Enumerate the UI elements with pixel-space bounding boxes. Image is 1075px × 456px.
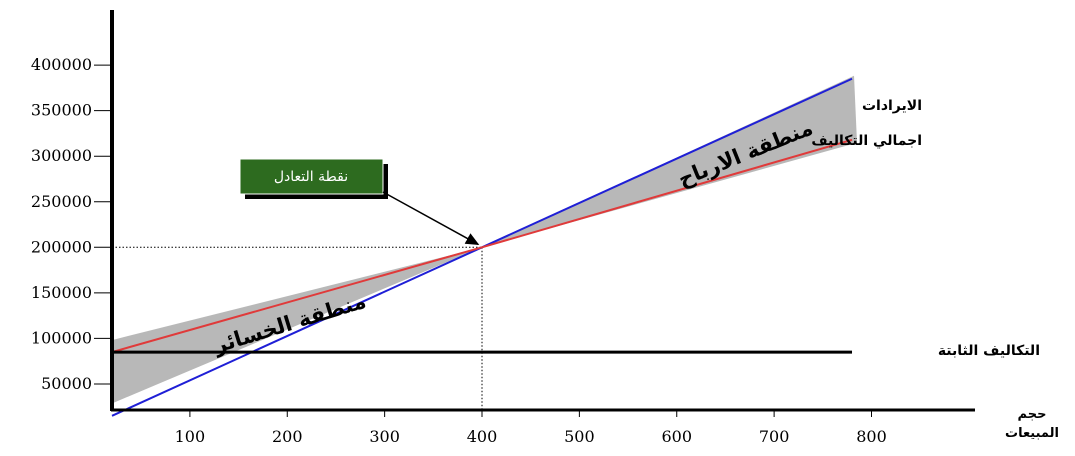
revenue-series-label: الايرادات (862, 98, 922, 114)
x-axis-title: حجم المبيعات (1005, 407, 1059, 441)
x-tick-label: 500 (564, 427, 595, 446)
y-tick-label: 100000 (31, 328, 92, 347)
x-tick-label: 600 (661, 427, 692, 446)
x-axis-title-line-2: المبيعات (1005, 426, 1059, 441)
y-tick-label: 150000 (31, 283, 92, 302)
loss-region (111, 247, 483, 404)
y-tick-label: 250000 (31, 192, 92, 211)
y-tick-label: 400000 (31, 55, 92, 74)
y-tick-label: 300000 (31, 146, 92, 165)
x-tick-label: 200 (272, 427, 303, 446)
y-tick-label: 350000 (31, 101, 92, 120)
y-tick-label: 50000 (41, 374, 92, 393)
callout-box (239, 158, 384, 195)
break-even-arrow (382, 191, 480, 246)
total-cost-line (111, 138, 853, 354)
callout-label: نقطة التعادل (274, 169, 348, 185)
total-cost-series-label: اجمالي التكاليف (811, 133, 922, 149)
y-tick-label: 200000 (31, 237, 92, 256)
x-tick-label: 300 (369, 427, 400, 446)
x-tick-label: 700 (759, 427, 790, 446)
x-tick-label: 100 (175, 427, 206, 446)
x-tick-label: 800 (856, 427, 887, 446)
x-axis-title-line-1: حجم (1018, 407, 1047, 422)
fixed-cost-series-label: التكاليف الثابتة (938, 343, 1040, 359)
x-tick-label: 400 (467, 427, 498, 446)
